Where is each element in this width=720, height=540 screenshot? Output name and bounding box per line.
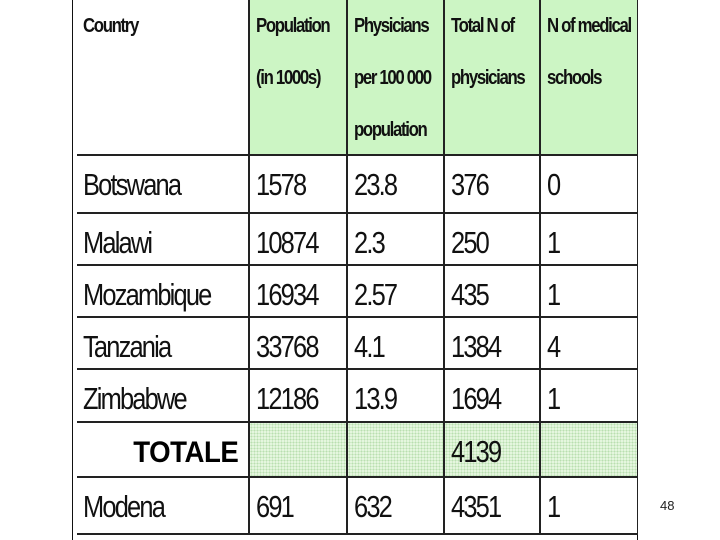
cell-medical-schools: 4 [547, 329, 561, 364]
cell-physicians-rate: 2.57 [354, 277, 398, 312]
table-row-population: 10874 [250, 214, 348, 266]
total-label: TOTALE [133, 436, 239, 469]
cell-population: 691 [256, 489, 295, 524]
header-population-line: (in 1000s) [256, 67, 321, 89]
reference-row-medical-schools: 1 [541, 478, 637, 535]
header-physicians-rate: Physicians per 100 000 population [348, 0, 445, 156]
cell-medical-schools: 1 [547, 381, 561, 416]
cell-medical-schools: 1 [547, 225, 561, 260]
cell-country: Tanzania [83, 329, 172, 364]
header-country-line: Country [83, 15, 139, 37]
table-row-medical-schools: 1 [541, 370, 637, 423]
cell-population: 16934 [256, 277, 319, 312]
table-row-total-physicians: 435 [445, 266, 541, 318]
cell-medical-schools: 1 [547, 277, 561, 312]
cell-total-physicians: 376 [451, 167, 490, 202]
total-row-population-cell [250, 423, 348, 478]
cell-country: Zimbabwe [83, 381, 188, 416]
header-population-line: Population [256, 15, 331, 37]
cell-total-physicians: 4351 [451, 489, 502, 524]
table-row-physicians-rate: 4.1 [348, 318, 445, 370]
total-row-total-physicians-cell: 4139 [445, 423, 541, 478]
cell-physicians-rate: 23.8 [354, 167, 398, 202]
header-medical-schools: N of medical schools [541, 0, 637, 156]
table-row-country: Tanzania [77, 318, 250, 370]
header-country: Country [77, 0, 250, 156]
cell-medical-schools: 0 [547, 167, 561, 202]
table-row-country: Zimbabwe [77, 370, 250, 423]
total-row-physicians-rate-cell [348, 423, 445, 478]
cell-total-physicians: 1694 [451, 381, 502, 416]
header-physicians-rate-line: Physicians [354, 15, 430, 37]
table-row-total-physicians: 1694 [445, 370, 541, 423]
cell-population: 33768 [256, 329, 319, 364]
cell-country: Mozambique [83, 277, 212, 312]
table-row-country: Mozambique [77, 266, 250, 318]
table-row-physicians-rate: 23.8 [348, 156, 445, 214]
table-row-population: 1578 [250, 156, 348, 214]
table-row-physicians-rate: 2.57 [348, 266, 445, 318]
header-physicians-rate-line: per 100 000 [354, 67, 432, 89]
table-row-medical-schools: 1 [541, 214, 637, 266]
cell-medical-schools: 1 [547, 489, 561, 524]
cell-population: 12186 [256, 381, 319, 416]
cell-country: Modena [83, 489, 166, 524]
table-row-population: 16934 [250, 266, 348, 318]
table-row-total-physicians: 376 [445, 156, 541, 214]
cell-country: Malawi [83, 225, 153, 260]
total-row-label-cell: TOTALE [77, 423, 250, 478]
table-row-total-physicians: 1384 [445, 318, 541, 370]
table-row-population: 12186 [250, 370, 348, 423]
table-row-population: 33768 [250, 318, 348, 370]
cell-total-physicians: 1384 [451, 329, 502, 364]
table-row-country: Malawi [77, 214, 250, 266]
reference-row-physicians-rate: 632 [348, 478, 445, 535]
cell-physicians-rate: 4.1 [354, 329, 386, 364]
table-row-medical-schools: 1 [541, 266, 637, 318]
reference-row-population: 691 [250, 478, 348, 535]
header-population: Population (in 1000s) [250, 0, 348, 156]
cell-physicians-rate: 632 [354, 489, 393, 524]
header-total-physicians-line: physicians [451, 67, 526, 89]
table-row-country: Botswana [77, 156, 250, 214]
table-row-total-physicians: 250 [445, 214, 541, 266]
total-physicians-value: 4139 [451, 434, 502, 469]
table-row-medical-schools: 0 [541, 156, 637, 214]
cell-population: 1578 [256, 167, 307, 202]
cell-population: 10874 [256, 225, 319, 260]
cell-country: Botswana [83, 167, 182, 202]
reference-row-total-physicians: 4351 [445, 478, 541, 535]
header-physicians-rate-line: population [354, 119, 428, 141]
table-row-physicians-rate: 2.3 [348, 214, 445, 266]
table-row-medical-schools: 4 [541, 318, 637, 370]
cell-physicians-rate: 13.9 [354, 381, 398, 416]
physicians-table: Country Population (in 1000s) Physicians… [77, 0, 638, 535]
header-total-physicians-line: Total N of [451, 15, 515, 37]
cell-physicians-rate: 2.3 [354, 225, 386, 260]
reference-row-country: Modena [77, 478, 250, 535]
table-row-physicians-rate: 13.9 [348, 370, 445, 423]
total-row-medical-schools-cell [541, 423, 637, 478]
page-number: 48 [660, 498, 675, 513]
physicians-table-image: Country Population (in 1000s) Physicians… [72, 0, 638, 540]
cell-total-physicians: 250 [451, 225, 490, 260]
header-medical-schools-line: schools [547, 67, 602, 89]
header-total-physicians: Total N of physicians [445, 0, 541, 156]
header-medical-schools-line: N of medical [547, 15, 632, 37]
cell-total-physicians: 435 [451, 277, 490, 312]
